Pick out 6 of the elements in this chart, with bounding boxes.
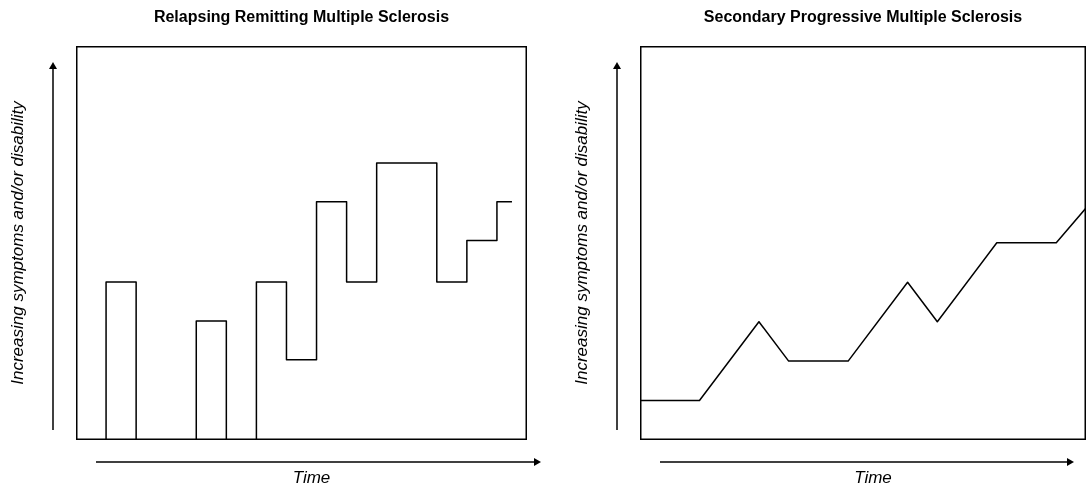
chart-title: Secondary Progressive Multiple Sclerosis	[702, 8, 1024, 26]
y-axis-title: Increasing symptoms and/or disability	[8, 99, 28, 387]
chart-title: Relapsing Remitting Multiple Sclerosis	[152, 8, 451, 26]
y-axis-title: Increasing symptoms and/or disability	[572, 99, 592, 387]
x-axis-title: Time	[853, 468, 893, 488]
x-axis-title: Time	[291, 468, 332, 488]
